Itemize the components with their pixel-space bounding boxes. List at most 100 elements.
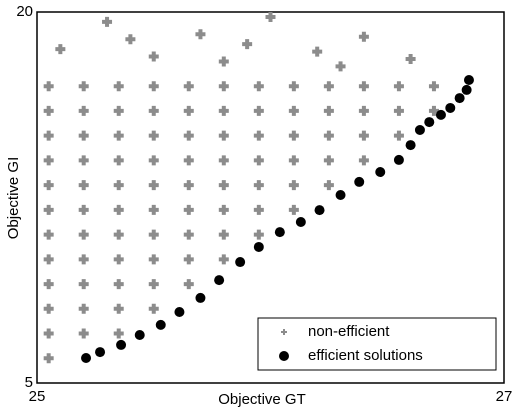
non-efficient-point	[358, 105, 369, 116]
non-efficient-point	[288, 81, 299, 92]
non-efficient-point	[253, 204, 264, 215]
non-efficient-point	[323, 130, 334, 141]
non-efficient-point	[43, 254, 54, 265]
non-efficient-point	[78, 81, 89, 92]
non-efficient-point	[288, 204, 299, 215]
legend-marker	[281, 329, 287, 335]
efficient-point	[295, 216, 306, 227]
efficient-point	[314, 205, 325, 216]
non-efficient-point	[183, 130, 194, 141]
non-efficient-point	[148, 279, 159, 290]
y-tick-label: 5	[25, 374, 33, 391]
non-efficient-point	[183, 229, 194, 240]
non-efficient-point	[78, 155, 89, 166]
non-efficient-point	[113, 254, 124, 265]
non-efficient-point	[43, 105, 54, 116]
legend-marker	[279, 351, 289, 361]
non-efficient-point	[265, 11, 276, 22]
x-tick-label: 27	[496, 388, 513, 405]
non-efficient-point	[148, 130, 159, 141]
non-efficient-point	[183, 279, 194, 290]
non-efficient-point	[148, 51, 159, 62]
legend-box	[257, 317, 497, 371]
non-efficient-point	[125, 34, 136, 45]
non-efficient-point	[242, 39, 253, 50]
non-efficient-point	[218, 81, 229, 92]
x-axis-label: Objective GT	[218, 391, 306, 408]
non-efficient-point	[218, 229, 229, 240]
non-efficient-point	[102, 16, 113, 27]
efficient-point	[393, 154, 404, 165]
non-efficient-point	[113, 303, 124, 314]
efficient-point	[375, 167, 386, 178]
non-efficient-point	[358, 130, 369, 141]
non-efficient-point	[183, 254, 194, 265]
non-efficient-point	[148, 105, 159, 116]
non-efficient-point	[43, 353, 54, 364]
non-efficient-point	[148, 254, 159, 265]
non-efficient-point	[253, 229, 264, 240]
efficient-point	[414, 124, 425, 135]
efficient-point	[253, 241, 264, 252]
non-efficient-point	[218, 105, 229, 116]
efficient-point	[214, 275, 225, 286]
efficient-point	[461, 84, 472, 95]
non-efficient-point	[78, 130, 89, 141]
efficient-point	[134, 330, 145, 341]
non-efficient-point	[78, 254, 89, 265]
efficient-point	[174, 307, 185, 318]
efficient-point	[155, 319, 166, 330]
non-efficient-point	[323, 180, 334, 191]
efficient-point	[454, 93, 465, 104]
non-efficient-point	[113, 229, 124, 240]
non-efficient-point	[218, 204, 229, 215]
non-efficient-point	[43, 328, 54, 339]
non-efficient-point	[78, 204, 89, 215]
non-efficient-point	[393, 130, 404, 141]
efficient-point	[463, 75, 474, 86]
non-efficient-point	[253, 155, 264, 166]
efficient-point	[405, 140, 416, 151]
non-efficient-point	[78, 180, 89, 191]
non-efficient-point	[78, 279, 89, 290]
non-efficient-point	[358, 31, 369, 42]
non-efficient-point	[312, 46, 323, 57]
non-efficient-point	[78, 328, 89, 339]
non-efficient-point	[148, 229, 159, 240]
non-efficient-point	[393, 105, 404, 116]
non-efficient-point	[335, 61, 346, 72]
non-efficient-point	[183, 180, 194, 191]
non-efficient-point	[183, 81, 194, 92]
efficient-point	[335, 190, 346, 201]
non-efficient-point	[183, 105, 194, 116]
non-efficient-point	[78, 105, 89, 116]
efficient-point	[274, 227, 285, 238]
efficient-point	[354, 176, 365, 187]
non-efficient-point	[358, 155, 369, 166]
non-efficient-point	[218, 254, 229, 265]
non-efficient-point	[113, 279, 124, 290]
non-efficient-point	[113, 328, 124, 339]
non-efficient-point	[195, 29, 206, 40]
non-efficient-point	[253, 81, 264, 92]
non-efficient-point	[78, 229, 89, 240]
legend-label: non-efficient	[308, 323, 390, 340]
non-efficient-point	[148, 180, 159, 191]
non-efficient-point	[253, 105, 264, 116]
non-efficient-point	[43, 180, 54, 191]
non-efficient-point	[288, 155, 299, 166]
efficient-point	[435, 109, 446, 120]
non-efficient-point	[43, 81, 54, 92]
non-efficient-point	[43, 155, 54, 166]
non-efficient-point	[288, 105, 299, 116]
non-efficient-point	[55, 44, 66, 55]
non-efficient-point	[113, 155, 124, 166]
non-efficient-point	[288, 130, 299, 141]
legend-label: efficient solutions	[308, 347, 423, 364]
non-efficient-point	[113, 105, 124, 116]
y-axis-label: Objective GI	[5, 157, 22, 240]
non-efficient-point	[113, 180, 124, 191]
non-efficient-point	[43, 279, 54, 290]
non-efficient-point	[148, 155, 159, 166]
